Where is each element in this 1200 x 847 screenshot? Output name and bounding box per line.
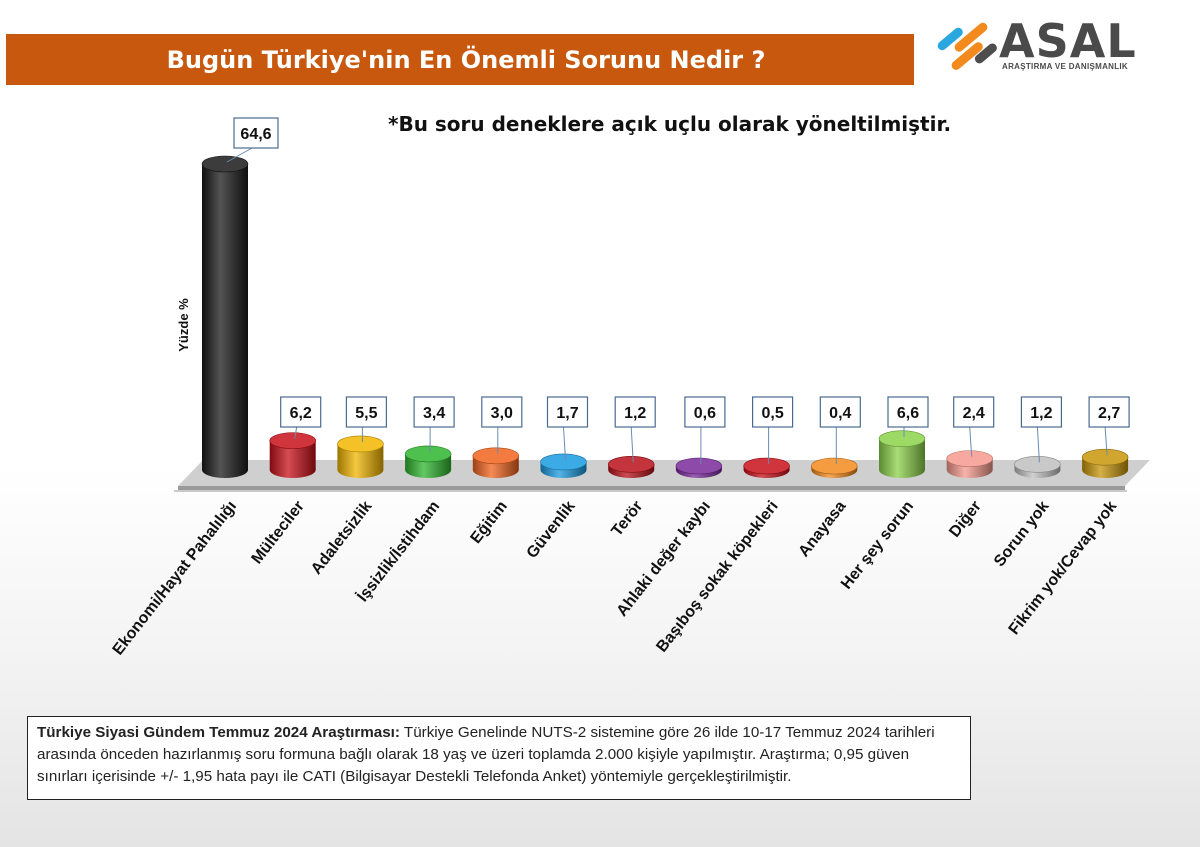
footer-heading: Türkiye Siyasi Gündem Temmuz 2024 Araştı…: [37, 724, 400, 741]
category-label-0: Ekonomi/Hayat Pahalılığı: [110, 498, 241, 658]
value-label-11: 2,4: [963, 405, 985, 422]
callout-leader-0: [226, 147, 253, 163]
value-label-10: 6,6: [897, 405, 919, 422]
category-label-10: Her şey sorun: [838, 498, 917, 593]
question-note: *Bu soru deneklere açık uçlu olarak yöne…: [388, 112, 952, 136]
bar-top-8: [743, 457, 790, 475]
value-label-2: 5,5: [355, 405, 377, 422]
callout-leader-13: [1104, 426, 1108, 456]
value-label-5: 1,7: [556, 405, 578, 422]
bar-top-6: [607, 456, 655, 473]
callout-leader-12: [1036, 426, 1040, 463]
category-label-6: Terör: [609, 498, 647, 540]
logo-mark-icon: [937, 22, 997, 70]
callout-box-9: [819, 396, 861, 428]
callout-box-13: [1088, 396, 1130, 428]
bar-1: [269, 440, 316, 478]
bar-top-13: [1081, 448, 1129, 466]
callout-box-1: [280, 396, 322, 428]
bar-top-7: [675, 457, 723, 475]
bar-chart: Yüzde % 64,6 Ekonomi/Hayat Pahalılığı 6,2 Mü…: [110, 117, 1150, 658]
callout-box-7: [684, 396, 726, 428]
callout-box-8: [751, 396, 794, 428]
value-label-4: 3,0: [491, 405, 513, 422]
value-label-8: 0,5: [761, 405, 783, 422]
category-label-5: Güvenlik: [524, 498, 579, 562]
value-label-7: 0,6: [694, 405, 716, 422]
value-label-1: 6,2: [290, 405, 312, 422]
bar-top-3: [404, 445, 452, 463]
bar-top-1: [269, 432, 317, 449]
logo-tagline: ARAŞTIRMA VE DANIŞMANLIK: [1002, 62, 1129, 71]
category-label-1: Mülteciler: [248, 498, 307, 567]
category-label-2: Adaletsizlik: [308, 498, 376, 578]
callout-box-11: [953, 396, 995, 428]
callout-box-12: [1020, 396, 1063, 428]
logo-name: ASAL: [999, 14, 1137, 68]
value-label-3: 3,4: [423, 405, 445, 422]
bar-top-0: [201, 155, 249, 173]
value-label-13: 2,7: [1098, 405, 1120, 422]
title-banner: Bugün Türkiye'nin En Önemli Sorunu Nedir…: [6, 34, 914, 85]
category-label-12: Sorun yok: [991, 498, 1053, 570]
bar-0: [202, 164, 248, 478]
bar-2: [337, 443, 384, 478]
value-label-9: 0,4: [829, 405, 851, 422]
callout-leader-6: [630, 426, 634, 463]
chart-title: Bugün Türkiye'nin En Önemli Sorunu Nedir…: [166, 45, 766, 74]
footer-text: Türkiye Genelinde NUTS-2 sistemine göre …: [37, 724, 935, 785]
chart-floor-edge: [178, 486, 1125, 490]
bar-top-2: [337, 435, 384, 453]
bar-top-9: [810, 457, 858, 475]
callout-box-4: [481, 396, 523, 428]
category-label-8: Başıboş sokak köpekleri: [653, 498, 781, 656]
callout-box-6: [614, 396, 656, 428]
chart-floor: [178, 460, 1150, 486]
bar-top-11: [946, 450, 994, 467]
callout-box-5: [546, 396, 589, 428]
value-label-6: 1,2: [624, 405, 646, 422]
callout-box-0: [233, 117, 279, 149]
bar-10: [879, 438, 925, 478]
callout-box-3: [413, 396, 455, 428]
category-label-4: Eğitim: [467, 498, 510, 547]
methodology-footer: Türkiye Siyasi Gündem Temmuz 2024 Araştı…: [27, 716, 971, 800]
value-label-0: 64,6: [240, 126, 271, 143]
y-axis-label: Yüzde %: [176, 298, 191, 352]
bar-top-10: [878, 430, 926, 448]
category-label-9: Anayasa: [796, 498, 850, 560]
bar-top-5: [540, 453, 587, 471]
callout-leader-11: [969, 426, 973, 457]
asal-logo: ASAL ARAŞTIRMA VE DANIŞMANLIK: [936, 12, 1166, 82]
bar-top-12: [1014, 456, 1061, 473]
callout-box-2: [345, 396, 387, 428]
value-label-12: 1,2: [1030, 405, 1052, 422]
category-label-11: Diğer: [946, 498, 985, 541]
callout-leader-5: [563, 426, 566, 460]
callout-box-10: [887, 396, 929, 428]
bar-top-4: [472, 447, 520, 465]
callout-leader-1: [294, 426, 298, 439]
